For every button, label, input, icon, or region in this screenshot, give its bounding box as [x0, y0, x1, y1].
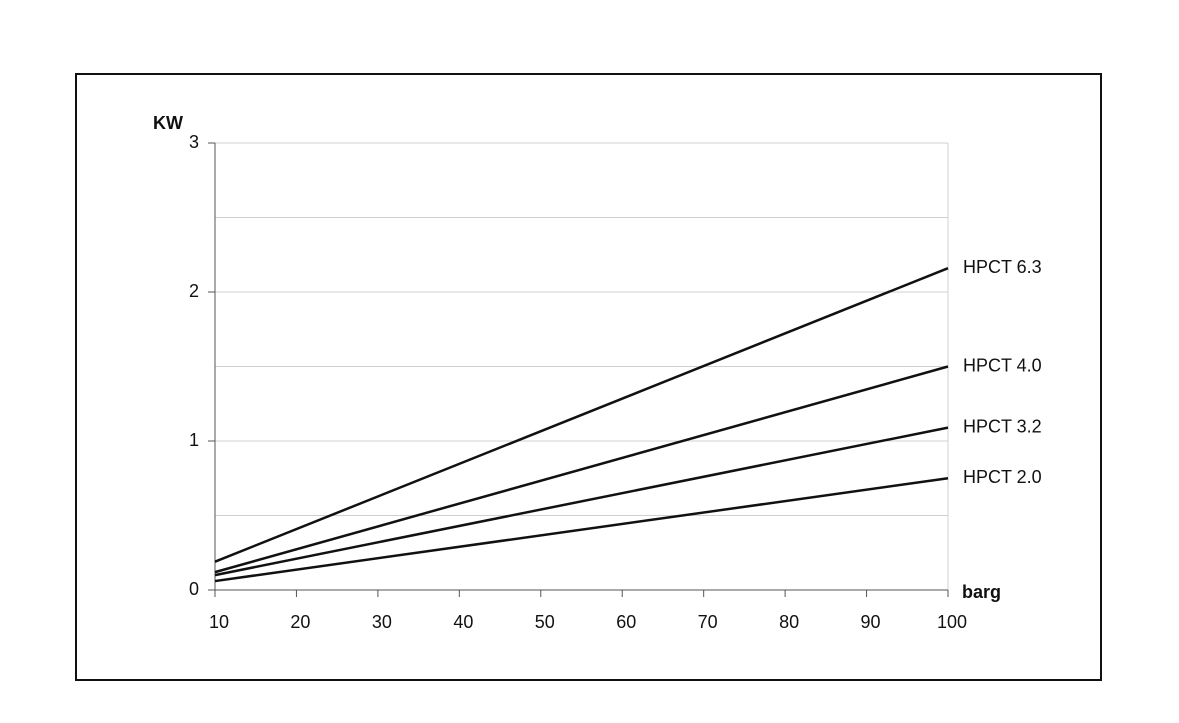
y-tick-label: 2: [189, 281, 199, 301]
series-line: [214, 365, 949, 574]
frame: [75, 73, 1102, 681]
x-tick-label: 20: [290, 612, 310, 632]
series-label: HPCT 3.2: [963, 416, 1042, 436]
series-label: HPCT 2.0: [963, 467, 1042, 487]
x-tick-label: 100: [937, 612, 967, 632]
y-tick-label: 3: [189, 132, 199, 152]
series-label: HPCT 6.3: [963, 257, 1042, 277]
series-line: [214, 477, 949, 583]
x-axis-label: barg: [962, 582, 1001, 602]
x-tick-label: 90: [861, 612, 881, 632]
series-line: [214, 266, 949, 563]
x-tick-label: 10: [209, 612, 229, 632]
x-tick-label: 80: [779, 612, 799, 632]
x-tick-label: 30: [372, 612, 392, 632]
x-tick-label: 60: [616, 612, 636, 632]
y-tick-label: 0: [189, 579, 199, 599]
y-axis-label: KW: [153, 113, 183, 133]
y-tick-label: 1: [189, 430, 199, 450]
x-tick-label: 40: [453, 612, 473, 632]
series-line: [214, 426, 949, 577]
x-tick-label: 70: [698, 612, 718, 632]
series-label: HPCT 4.0: [963, 355, 1042, 375]
x-tick-label: 50: [535, 612, 555, 632]
